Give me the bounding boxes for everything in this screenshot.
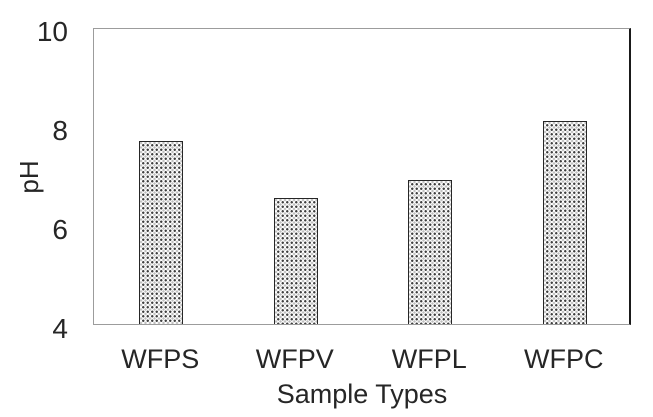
bar-wfpc [542, 121, 587, 324]
x-tick-label-wfpc: WFPC [524, 344, 604, 374]
x-tick-label-wfps: WFPS [121, 344, 200, 374]
x-tick-label-wfpl: WFPL [391, 344, 467, 374]
y-tick-label-10: 10 [36, 16, 68, 47]
y-tick-label-6: 6 [52, 214, 68, 245]
y-tick-label-4: 4 [52, 313, 68, 344]
bar-wfps [139, 141, 184, 324]
y-axis-title: pH [14, 160, 44, 194]
x-axis-title: Sample Types [276, 379, 448, 409]
plot-area [93, 28, 631, 325]
x-tick-label-wfpv: WFPV [255, 344, 334, 374]
y-tick-label-8: 8 [52, 115, 68, 146]
bar-wfpv [273, 198, 318, 324]
bar-wfpl [408, 180, 453, 324]
